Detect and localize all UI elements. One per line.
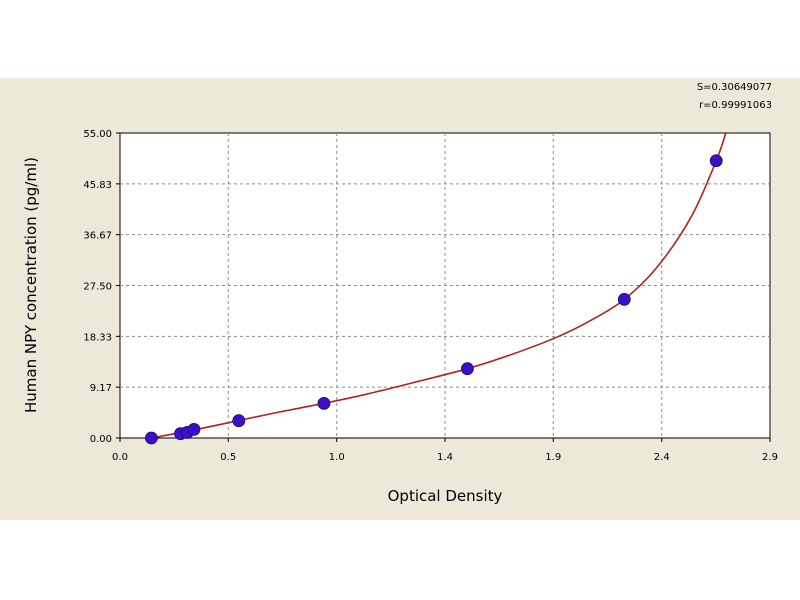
data-point (617, 292, 631, 306)
y-tick-label: 55.00 (83, 129, 112, 140)
x-tick-label: 1.4 (437, 452, 453, 463)
data-point (709, 154, 723, 168)
x-tick-label: 1.9 (545, 452, 561, 463)
y-tick-label: 9.17 (90, 383, 112, 394)
s-value-text: S=0.30649077 (696, 82, 772, 93)
y-axis-title: Human NPY concentration (pg/ml) (22, 157, 40, 413)
data-point (461, 362, 474, 376)
x-axis-title: Optical Density (388, 487, 503, 505)
y-tick-label: 36.67 (83, 231, 112, 242)
r-value-text: r=0.99991063 (699, 100, 772, 111)
y-tick-label: 18.33 (83, 332, 112, 343)
y-tick-label: 45.83 (83, 180, 112, 191)
data-point (144, 431, 158, 445)
tick-labels: 0.0 0.5 1.0 1.4 1.9 2.4 2.9 0.00 9.17 18.33 27.50 3… (83, 129, 778, 463)
data-point (317, 396, 331, 410)
x-tick-label: 0.5 (220, 452, 236, 463)
data-point (187, 422, 201, 436)
x-tick-label: 0.0 (112, 452, 128, 463)
x-tick-label: 1.0 (329, 452, 345, 463)
fit-curve (151, 132, 727, 439)
chart-panel: S=0.30649077 r=0.99991063 0.0 0.5 1.0 1.4 1.… (0, 78, 800, 520)
y-tick-label: 27.50 (83, 282, 112, 293)
x-tick-label: 2.4 (654, 452, 670, 463)
points-layer (144, 154, 723, 445)
data-point (232, 414, 246, 428)
chart-svg: 0.0 0.5 1.0 1.4 1.9 2.4 2.9 0.00 9.17 18.33 27.50 3… (22, 129, 778, 505)
fit-curve-layer (151, 132, 727, 439)
x-tick-label: 2.9 (762, 452, 778, 463)
grid-lines (120, 133, 770, 438)
y-tick-label: 0.00 (90, 434, 112, 445)
